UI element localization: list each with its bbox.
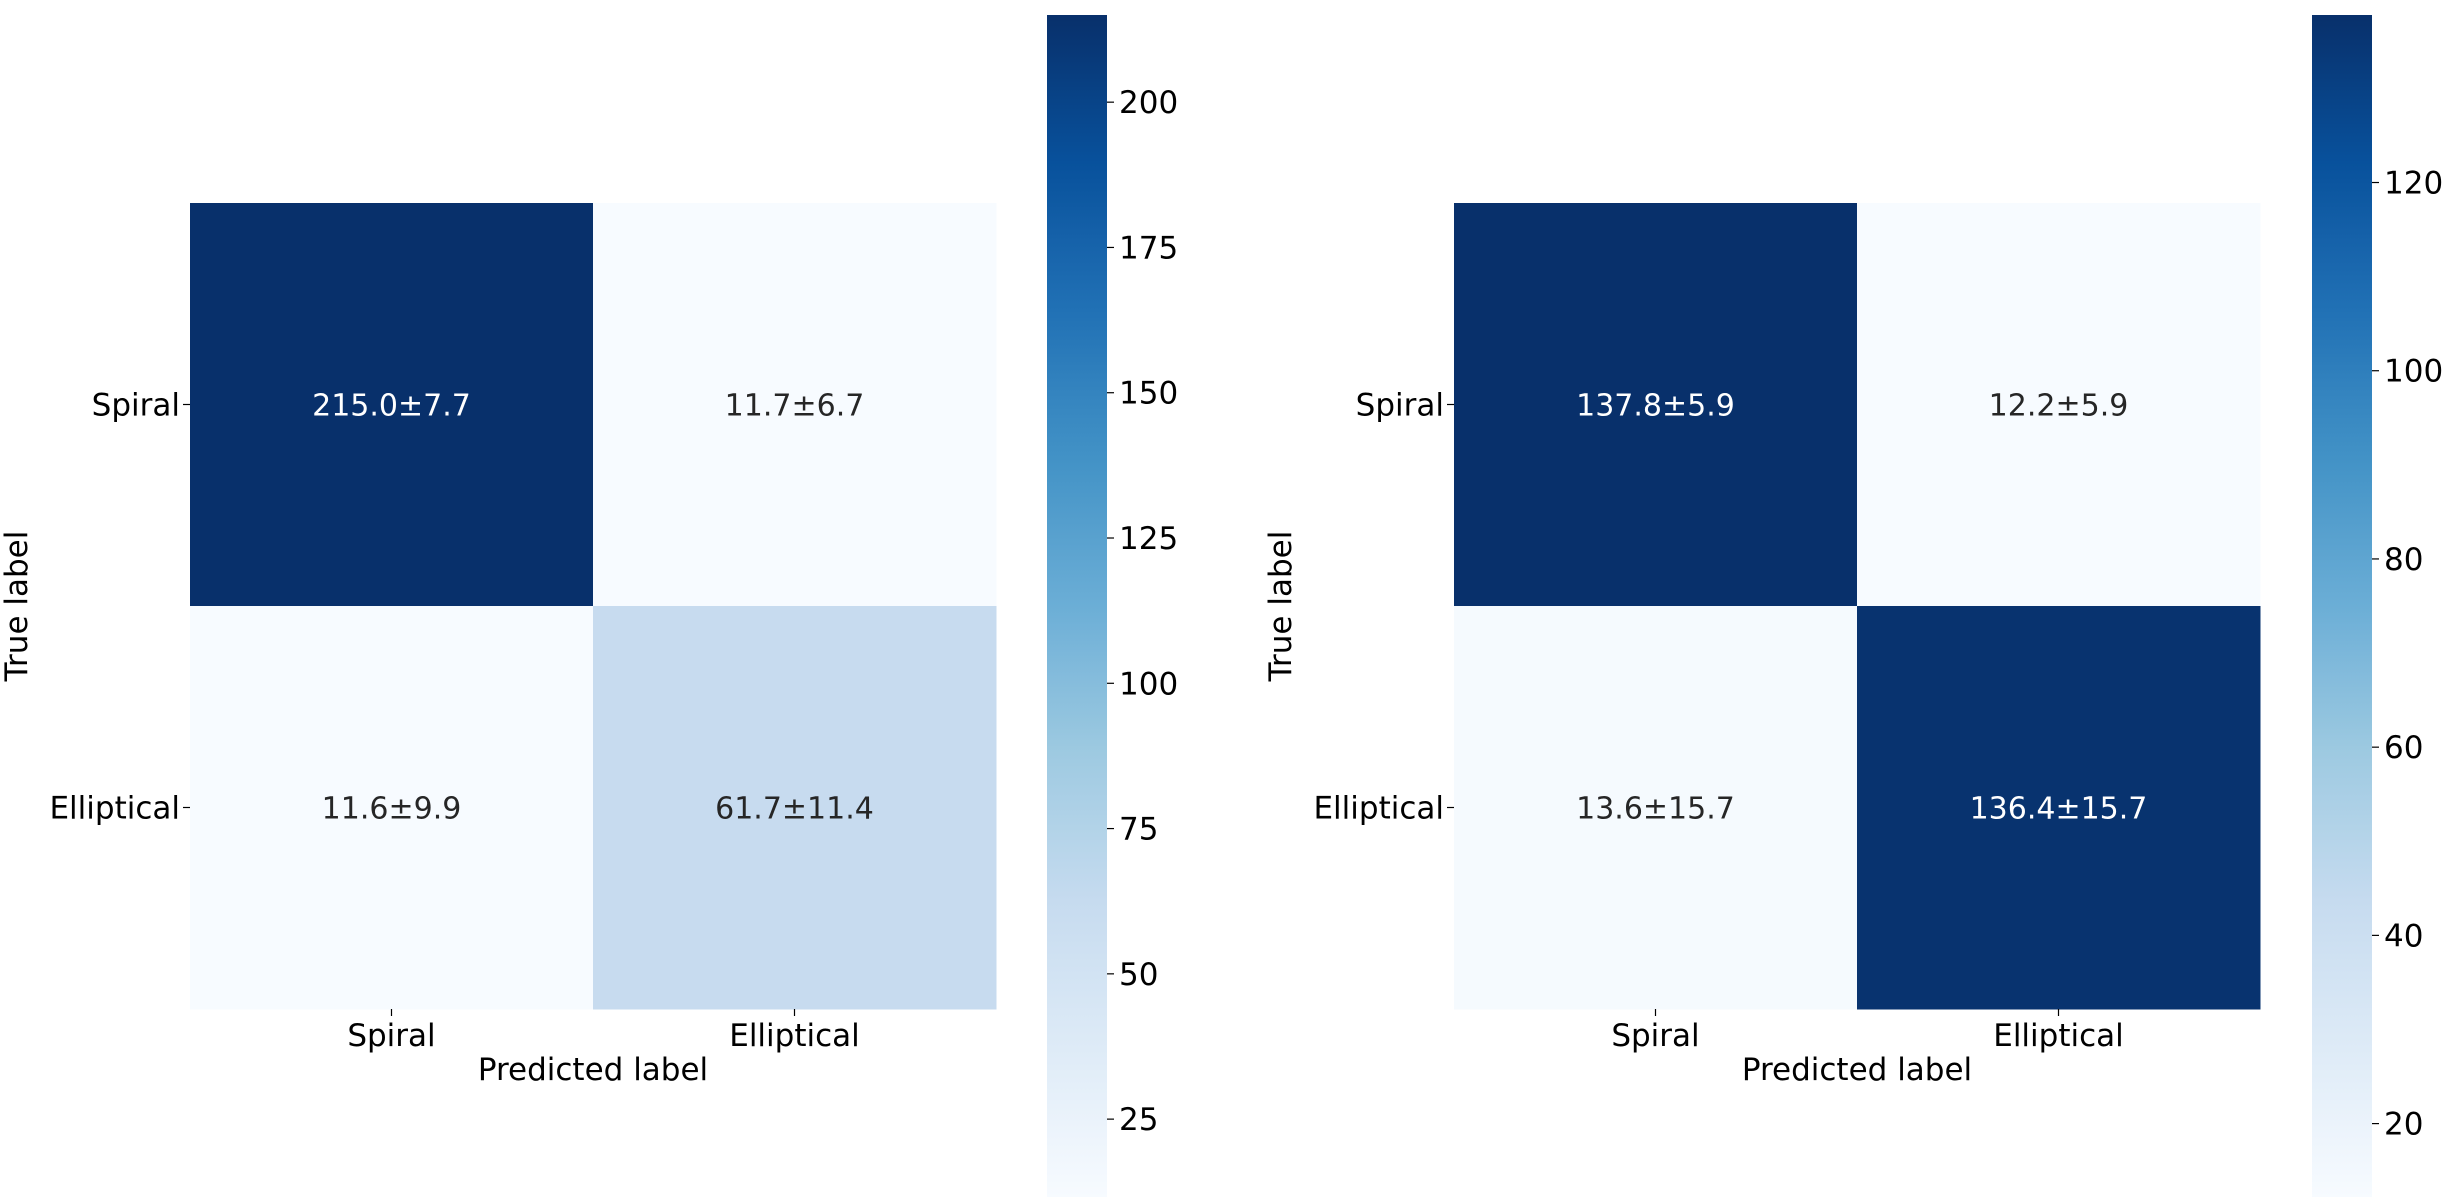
- colorbar-tick-label: 80: [2384, 542, 2423, 578]
- colorbar-tick-label: 20: [2384, 1107, 2423, 1143]
- confusion-matrix-2: 137.8±5.9 12.2±5.9 13.6±15.7 136.4±15.7 Spir…: [1263, 15, 2443, 1197]
- heatmap-cell: [1857, 203, 2261, 607]
- heatmap-cell: [593, 606, 997, 1010]
- cell-label: 215.0±7.7: [312, 389, 471, 424]
- colorbar-tick-label: 50: [1119, 957, 1158, 993]
- colorbar-tick-label: 40: [2384, 918, 2423, 954]
- y-axis-label: True label: [0, 531, 35, 683]
- y-tick-label: Spiral: [92, 388, 180, 424]
- x-tick-label: Elliptical: [729, 1018, 860, 1054]
- colorbar-tick-label: 150: [1119, 376, 1178, 412]
- x-axis-label: Predicted label: [478, 1052, 708, 1088]
- heatmap-cell: [1454, 606, 1858, 1010]
- cell-label: 136.4±15.7: [1970, 792, 2148, 827]
- cell-label: 137.8±5.9: [1576, 389, 1735, 424]
- colorbar-tick-label: 175: [1119, 230, 1178, 266]
- colorbar-tick-label: 100: [1119, 666, 1178, 702]
- x-tick-label: Elliptical: [1993, 1018, 2124, 1054]
- cell-label: 61.7±11.4: [715, 792, 874, 827]
- heatmap-cell: [190, 203, 594, 607]
- y-tick-label: Spiral: [1356, 388, 1444, 424]
- colorbar-tick-label: 120: [2384, 166, 2443, 202]
- cell-label: 13.6±15.7: [1576, 792, 1735, 827]
- colorbar-tick-label: 125: [1119, 521, 1178, 557]
- heatmap-cell: [1454, 203, 1858, 607]
- heatmap-cell: [593, 203, 997, 607]
- x-tick-label: Spiral: [1611, 1018, 1699, 1054]
- colorbar-tick-label: 200: [1119, 85, 1178, 121]
- heatmap-cell: [1857, 606, 2261, 1010]
- y-axis-label: True label: [1263, 531, 1299, 683]
- confusion-matrix-1: 215.0±7.7 11.7±6.7 11.6±9.9 61.7±11.4 Spiral…: [0, 15, 1178, 1197]
- cell-label: 11.7±6.7: [725, 389, 865, 424]
- colorbar: [1047, 15, 1107, 1197]
- colorbar-tick-label: 100: [2384, 354, 2443, 390]
- cell-label: 11.6±9.9: [322, 792, 462, 827]
- colorbar-tick-label: 75: [1119, 812, 1158, 848]
- colorbar-tick-label: 25: [1119, 1102, 1158, 1138]
- confusion-matrix-panels: 215.0±7.7 11.7±6.7 11.6±9.9 61.7±11.4 Spiral…: [0, 15, 2443, 1197]
- heatmap-cell: [190, 606, 594, 1010]
- colorbar: [2312, 15, 2372, 1197]
- y-tick-label: Elliptical: [1313, 791, 1444, 827]
- colorbar-tick-label: 60: [2384, 730, 2423, 766]
- x-axis-label: Predicted label: [1742, 1052, 1972, 1088]
- x-tick-label: Spiral: [347, 1018, 435, 1054]
- cell-label: 12.2±5.9: [1989, 389, 2129, 424]
- y-tick-label: Elliptical: [49, 791, 180, 827]
